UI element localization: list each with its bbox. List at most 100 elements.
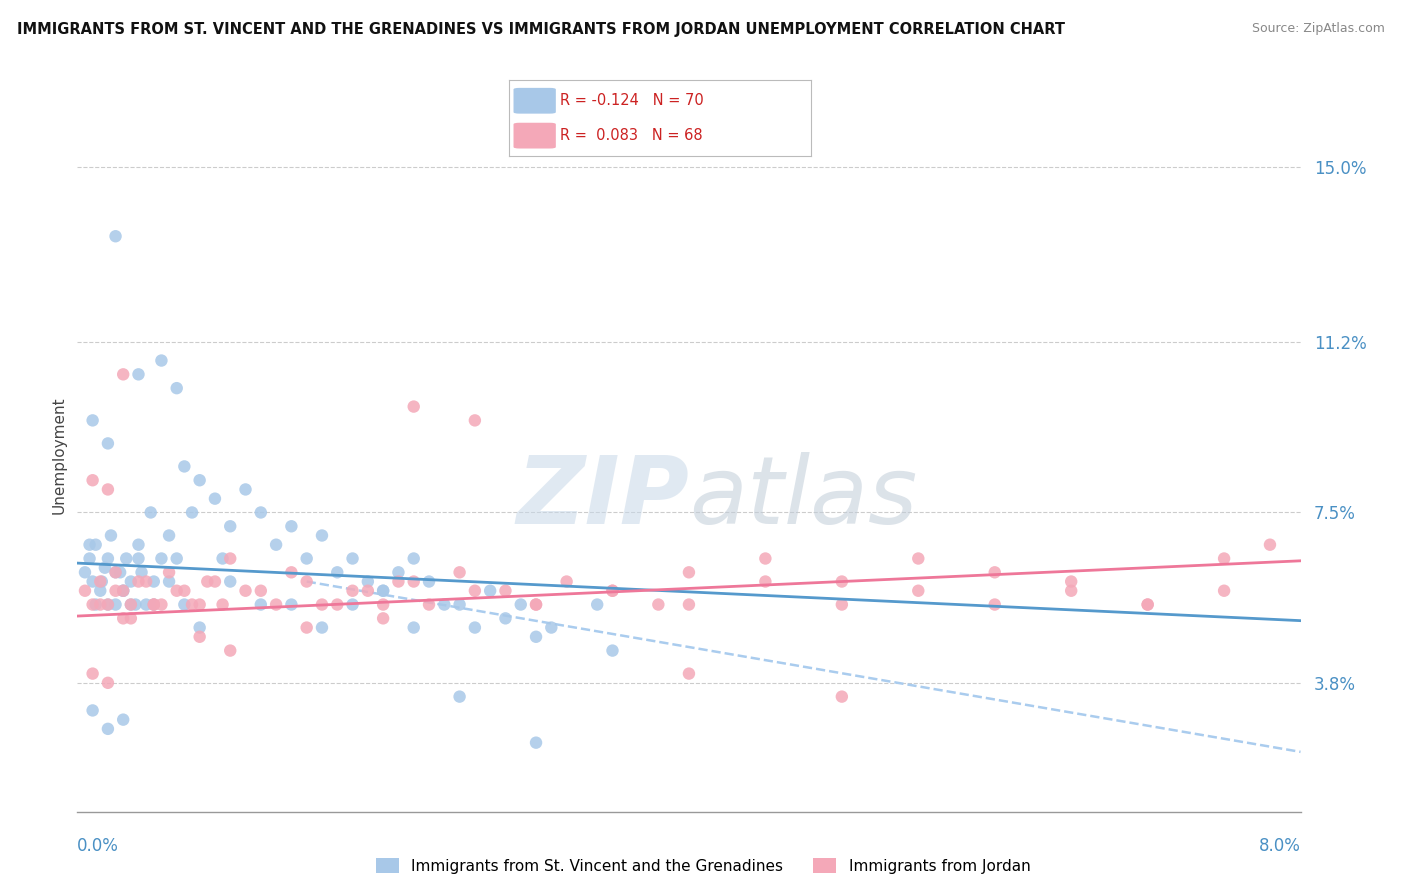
- Point: [173, 598, 195, 612]
- Point: [831, 574, 853, 589]
- Point: [342, 598, 364, 612]
- Point: [602, 643, 624, 657]
- Point: [131, 566, 153, 580]
- Point: [524, 598, 547, 612]
- Point: [1060, 583, 1083, 598]
- Point: [157, 574, 180, 589]
- Point: [112, 583, 135, 598]
- Point: [89, 598, 111, 612]
- Point: [112, 583, 135, 598]
- Point: [1258, 538, 1281, 552]
- Point: [120, 574, 142, 589]
- Point: [250, 506, 273, 520]
- Point: [754, 574, 776, 589]
- Point: [235, 483, 257, 497]
- Point: [602, 583, 624, 598]
- Point: [127, 574, 149, 589]
- Point: [326, 598, 349, 612]
- Point: [166, 583, 188, 598]
- Point: [295, 574, 318, 589]
- Point: [555, 574, 578, 589]
- Point: [135, 598, 157, 612]
- Point: [371, 583, 394, 598]
- Text: 0.0%: 0.0%: [77, 837, 120, 855]
- Point: [602, 583, 624, 598]
- Text: R =  0.083   N = 68: R = 0.083 N = 68: [561, 128, 703, 143]
- Point: [142, 598, 165, 612]
- Point: [97, 598, 120, 612]
- Point: [82, 666, 104, 681]
- Point: [82, 413, 104, 427]
- Point: [219, 519, 242, 533]
- Text: 8.0%: 8.0%: [1258, 837, 1301, 855]
- Point: [387, 566, 409, 580]
- Point: [264, 598, 287, 612]
- Legend: Immigrants from St. Vincent and the Grenadines, Immigrants from Jordan: Immigrants from St. Vincent and the Gren…: [370, 852, 1036, 880]
- Point: [647, 598, 669, 612]
- Point: [831, 690, 853, 704]
- Point: [142, 598, 165, 612]
- Point: [402, 551, 425, 566]
- Point: [82, 574, 104, 589]
- Point: [357, 583, 380, 598]
- Point: [418, 574, 440, 589]
- Point: [97, 675, 120, 690]
- Point: [82, 473, 104, 487]
- Point: [984, 566, 1007, 580]
- Point: [984, 598, 1007, 612]
- Point: [142, 598, 165, 612]
- Point: [586, 598, 609, 612]
- Point: [157, 528, 180, 542]
- Point: [250, 598, 273, 612]
- Point: [112, 713, 135, 727]
- Point: [371, 611, 394, 625]
- Point: [326, 566, 349, 580]
- Point: [104, 566, 127, 580]
- Point: [1136, 598, 1159, 612]
- Point: [402, 621, 425, 635]
- Point: [311, 528, 333, 542]
- FancyBboxPatch shape: [513, 88, 555, 113]
- Point: [464, 621, 486, 635]
- Point: [342, 551, 364, 566]
- Point: [181, 506, 204, 520]
- Point: [219, 551, 242, 566]
- Point: [907, 583, 929, 598]
- Point: [188, 598, 211, 612]
- Point: [524, 598, 547, 612]
- Point: [150, 598, 173, 612]
- Point: [166, 551, 188, 566]
- Point: [387, 574, 409, 589]
- Point: [540, 621, 562, 635]
- Point: [188, 630, 211, 644]
- Point: [188, 621, 211, 635]
- Y-axis label: Unemployment: Unemployment: [51, 396, 66, 514]
- Point: [280, 566, 302, 580]
- Point: [371, 598, 394, 612]
- Point: [97, 722, 120, 736]
- Point: [280, 598, 302, 612]
- Point: [495, 583, 517, 598]
- Point: [211, 551, 233, 566]
- Point: [204, 491, 226, 506]
- Point: [79, 538, 101, 552]
- Point: [831, 598, 853, 612]
- Point: [97, 598, 120, 612]
- Point: [402, 574, 425, 589]
- Point: [94, 560, 117, 574]
- Point: [120, 598, 142, 612]
- Point: [235, 583, 257, 598]
- Point: [84, 598, 107, 612]
- Point: [1136, 598, 1159, 612]
- Point: [173, 583, 195, 598]
- Point: [280, 519, 302, 533]
- Point: [371, 583, 394, 598]
- Point: [120, 598, 142, 612]
- Point: [100, 528, 122, 542]
- Point: [115, 551, 138, 566]
- Point: [250, 583, 273, 598]
- Point: [678, 566, 700, 580]
- Point: [678, 666, 700, 681]
- Point: [311, 621, 333, 635]
- Point: [264, 538, 287, 552]
